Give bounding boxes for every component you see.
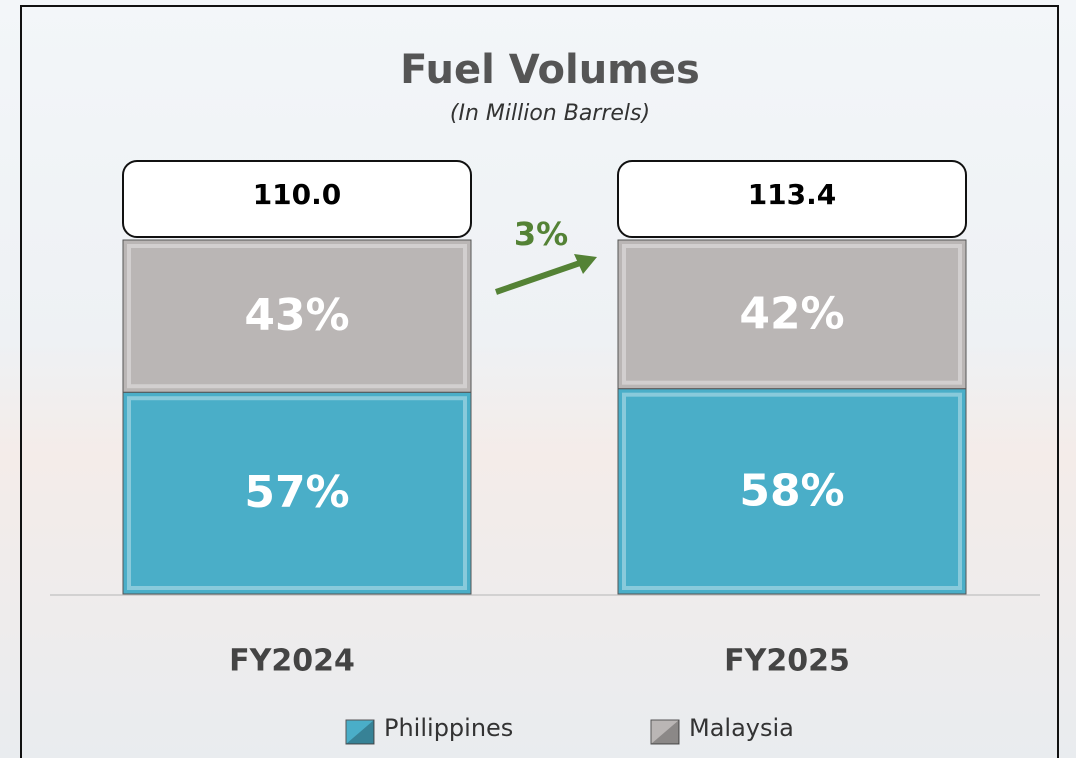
total-box — [122, 160, 472, 238]
growth-arrow — [495, 260, 581, 295]
legend-swatch-shade — [651, 720, 679, 744]
bar-bevel — [127, 396, 467, 590]
legend-swatch — [345, 719, 375, 745]
legend-label: Philippines — [384, 714, 513, 742]
bar-segment — [617, 239, 967, 390]
data-label: 57% — [244, 467, 349, 518]
x-tick-label: FY2025 — [724, 644, 850, 679]
legend-label: Malaysia — [689, 714, 794, 742]
bar-bevel — [127, 244, 467, 389]
x-tick-label: FY2024 — [229, 644, 355, 679]
total-label: 113.4 — [748, 178, 837, 211]
chart-subtitle: (In Million Barrels) — [450, 101, 650, 126]
frame — [20, 5, 1059, 758]
legend-swatch — [650, 719, 680, 745]
bar-segment — [617, 388, 967, 595]
bar-bevel — [622, 392, 962, 590]
growth-annotation: 3% — [514, 215, 568, 253]
data-label: 58% — [739, 465, 844, 516]
growth-arrowhead — [574, 254, 597, 274]
chart-title: Fuel Volumes — [400, 47, 700, 93]
total-box — [617, 160, 967, 238]
data-label: 42% — [739, 288, 844, 339]
bar-segment — [122, 239, 472, 393]
total-label: 110.0 — [253, 178, 342, 211]
bar-bevel — [622, 244, 962, 385]
legend-swatch-shade — [346, 720, 374, 744]
bar-segment — [122, 391, 472, 595]
data-label: 43% — [244, 290, 349, 341]
